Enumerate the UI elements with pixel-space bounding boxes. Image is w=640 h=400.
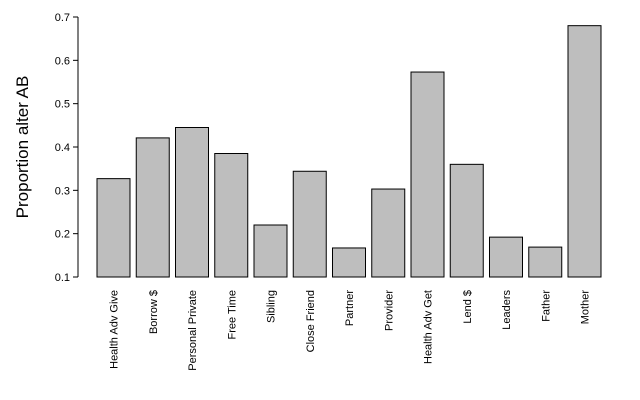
y-tick-label: 0.6 [55, 55, 70, 67]
x-category-label: Provider [383, 290, 395, 331]
bar [135, 137, 170, 278]
x-category-label: Free Time [226, 290, 238, 340]
y-axis-title: Proportion alter AB [13, 76, 32, 219]
x-category-label: Leaders [501, 290, 513, 330]
y-axis: 0.1 0.2 0.3 0.4 0.5 0.6 0.7 [55, 12, 79, 284]
x-category-label: Health Adv Get [423, 290, 435, 364]
x-category-label: Father [540, 290, 552, 322]
bar [332, 247, 366, 278]
bar [371, 188, 406, 278]
bar [175, 127, 209, 278]
bar [214, 153, 249, 278]
bar [567, 25, 602, 278]
bar [528, 246, 563, 278]
x-category-label: Personal Private [187, 290, 199, 371]
x-category-label: Partner [344, 290, 356, 326]
bar [410, 71, 445, 278]
x-category-label: Mother [580, 290, 592, 325]
y-tick-label: 0.5 [55, 99, 70, 111]
y-tick-label: 0.4 [55, 142, 70, 154]
bar [449, 163, 484, 278]
x-category-label: Sibling [266, 290, 278, 323]
x-category-label: Health Adv Give [109, 290, 121, 369]
y-tick-label: 0.3 [55, 185, 70, 197]
bar [292, 170, 327, 278]
x-category-label: Borrow $ [148, 290, 160, 334]
bar [489, 236, 523, 278]
x-category-label: Close Friend [305, 290, 317, 352]
y-tick-label: 0.7 [55, 12, 70, 24]
bar [253, 224, 288, 278]
y-tick-label: 0.2 [55, 229, 70, 241]
bar [96, 178, 131, 278]
x-axis-labels: Health Adv Give Borrow $ Personal Private F… [109, 290, 592, 371]
y-tick-label: 0.1 [55, 272, 70, 284]
x-category-label: Lend $ [462, 290, 474, 324]
bars [96, 25, 602, 278]
